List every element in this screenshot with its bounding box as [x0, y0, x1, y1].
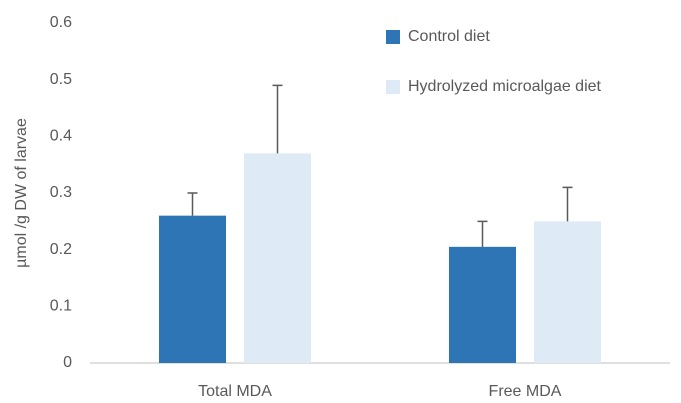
legend-swatch [386, 30, 400, 44]
bar [534, 221, 601, 363]
y-tick-label: 0.2 [50, 241, 72, 258]
y-axis-label: µmol /g DW of larvae [13, 118, 30, 268]
bar [244, 153, 311, 363]
error-bar [187, 192, 198, 216]
error-bar [272, 84, 283, 154]
legend-label: Hydrolyzed microalgae diet [408, 78, 602, 95]
bar [449, 246, 516, 363]
y-tick-label: 0 [63, 354, 72, 371]
x-tick-label: Total MDA [198, 383, 272, 400]
bar [159, 215, 226, 363]
x-tick-label: Free MDA [489, 383, 562, 400]
legend-label: Control diet [408, 28, 490, 45]
y-tick-label: 0.4 [50, 128, 72, 145]
y-tick-label: 0.1 [50, 298, 72, 315]
y-tick-label: 0.3 [50, 184, 72, 201]
error-bar [562, 186, 573, 222]
y-tick-label: 0.6 [50, 14, 72, 31]
legend-swatch [386, 80, 400, 94]
error-bar [477, 220, 488, 247]
y-tick-label: 0.5 [50, 71, 72, 88]
